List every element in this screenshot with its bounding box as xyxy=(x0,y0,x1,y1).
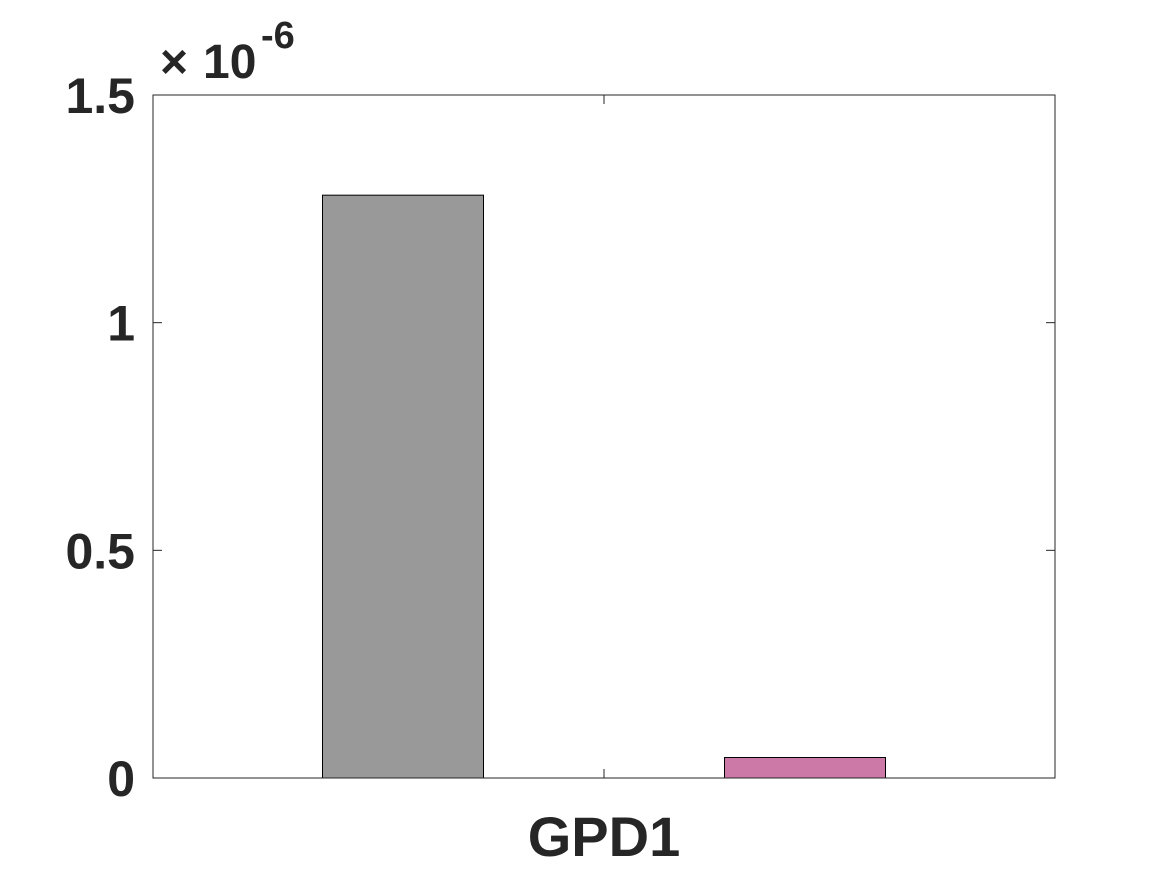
labels-group: 0 0.5 1 1.5 GPD1 × 10 -6 xyxy=(65,15,680,868)
y-tick-label: 0.5 xyxy=(65,523,135,579)
exponent-base: 10 xyxy=(203,36,256,89)
bar-gpd1-series-1 xyxy=(322,194,484,779)
bars-group xyxy=(322,194,886,779)
axes-group xyxy=(152,94,1056,779)
bar-gpd1-series-2 xyxy=(724,757,886,779)
exponent-times-symbol: × xyxy=(160,36,188,89)
y-tick-label: 1 xyxy=(107,296,135,352)
exponent-power: -6 xyxy=(261,15,295,57)
y-tick-label: 0 xyxy=(107,751,135,807)
y-tick-label: 1.5 xyxy=(65,68,135,124)
x-category-label: GPD1 xyxy=(528,805,681,868)
